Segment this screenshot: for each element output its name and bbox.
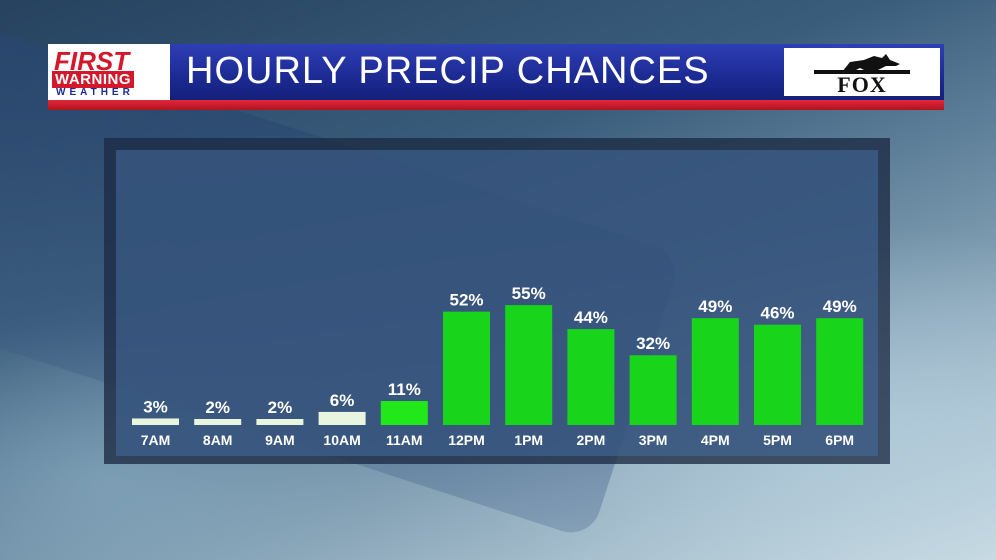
bar-6pm	[816, 318, 864, 425]
category-label-3pm: 3PM	[639, 432, 668, 448]
bar-4pm	[691, 318, 739, 425]
category-label-12pm: 12PM	[448, 432, 485, 448]
fox-icon	[814, 54, 910, 74]
category-label-6pm: 6PM	[825, 432, 854, 448]
bar-8am	[194, 419, 242, 425]
category-label-7am: 7AM	[141, 432, 171, 448]
bar-5pm	[754, 324, 801, 425]
value-label-2pm: 44%	[574, 308, 608, 327]
bar-2pm	[567, 329, 615, 425]
value-label-11am: 11%	[388, 380, 421, 399]
value-label-1pm: 55%	[512, 284, 546, 303]
logo-warning-text: WARNING	[52, 71, 134, 88]
header-banner: FIRST WARNING WEATHER HOURLY PRECIP CHAN…	[48, 44, 944, 110]
value-label-3pm: 32%	[636, 334, 670, 353]
bar-7am	[132, 418, 179, 425]
value-label-10am: 6%	[330, 391, 355, 410]
first-warning-weather-logo: FIRST WARNING WEATHER	[48, 44, 170, 100]
bar-10am	[318, 411, 366, 425]
bar-1pm	[505, 305, 553, 425]
category-label-9am: 9AM	[265, 432, 295, 448]
value-label-9am: 2%	[268, 398, 293, 417]
fox-station-logo: FOX	[784, 48, 940, 97]
bar-12pm	[443, 311, 490, 425]
value-label-6pm: 49%	[823, 297, 857, 316]
header-red-stripe	[48, 100, 944, 110]
category-label-2pm: 2PM	[577, 432, 606, 448]
category-label-10am: 10AM	[323, 432, 360, 448]
category-label-5pm: 5PM	[763, 432, 792, 448]
category-label-4pm: 4PM	[701, 432, 730, 448]
category-label-11am: 11AM	[386, 432, 423, 448]
category-label-1pm: 1PM	[514, 432, 543, 448]
value-label-5pm: 46%	[760, 304, 794, 323]
value-label-4pm: 49%	[698, 297, 732, 316]
logo-weather-text: WEATHER	[56, 87, 134, 98]
category-label-8am: 8AM	[203, 432, 233, 448]
value-label-12pm: 52%	[449, 291, 483, 310]
chart-panel	[116, 150, 878, 456]
page-title: HOURLY PRECIP CHANCES	[186, 50, 710, 92]
bar-11am	[380, 401, 428, 425]
value-label-7am: 3%	[143, 397, 168, 416]
bar-9am	[256, 419, 304, 425]
fox-logo-text: FOX	[837, 72, 887, 97]
bar-3pm	[629, 355, 677, 425]
value-label-8am: 2%	[205, 398, 230, 417]
